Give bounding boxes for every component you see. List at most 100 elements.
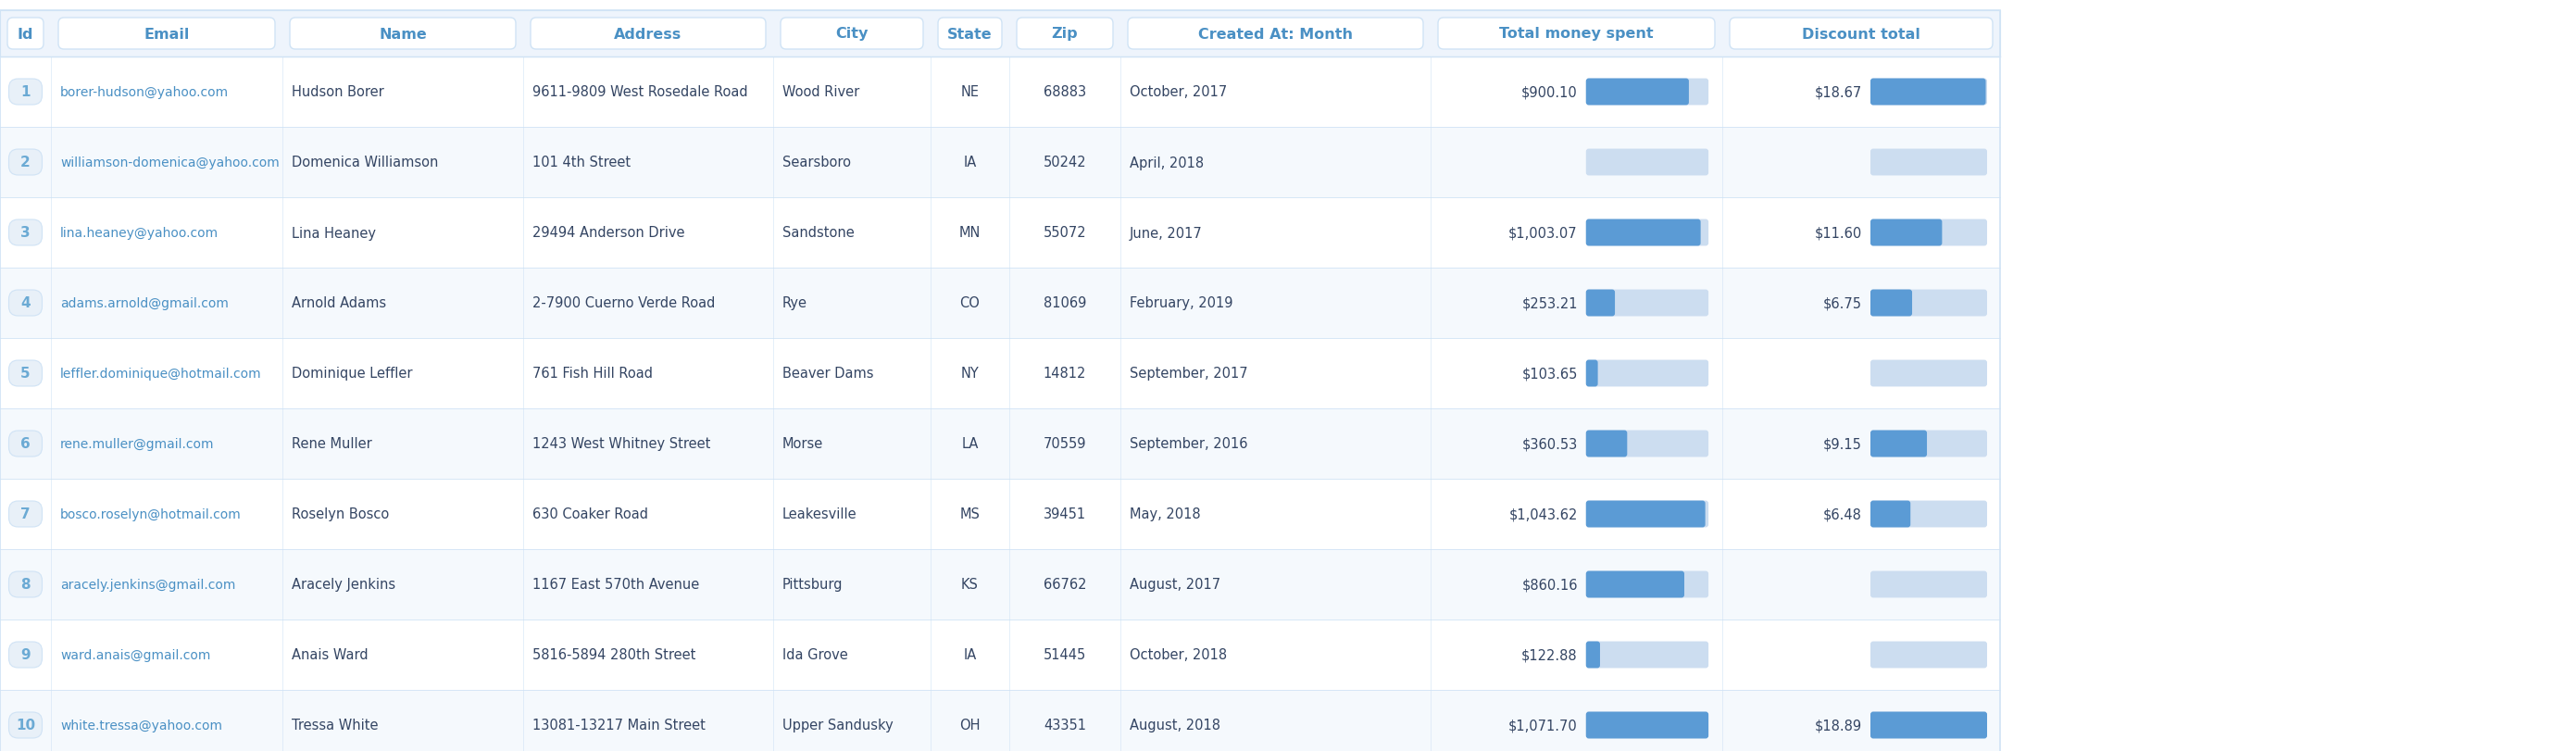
Text: 8: 8 bbox=[21, 578, 31, 592]
FancyBboxPatch shape bbox=[1870, 641, 1986, 668]
FancyBboxPatch shape bbox=[59, 19, 276, 50]
Text: $18.89: $18.89 bbox=[1814, 718, 1862, 732]
Text: 3: 3 bbox=[21, 226, 31, 240]
Text: Pittsburg: Pittsburg bbox=[783, 578, 842, 592]
Text: 2: 2 bbox=[21, 156, 31, 170]
Text: Sandstone: Sandstone bbox=[783, 226, 855, 240]
Text: Ida Grove: Ida Grove bbox=[783, 648, 848, 662]
FancyBboxPatch shape bbox=[1870, 501, 1911, 528]
Text: lina.heaney@yahoo.com: lina.heaney@yahoo.com bbox=[59, 227, 219, 240]
Text: August, 2018: August, 2018 bbox=[1131, 718, 1221, 732]
FancyBboxPatch shape bbox=[1437, 19, 1716, 50]
FancyBboxPatch shape bbox=[1870, 501, 1986, 528]
FancyBboxPatch shape bbox=[8, 431, 41, 457]
Text: 66762: 66762 bbox=[1043, 578, 1087, 592]
Text: Rye: Rye bbox=[783, 297, 806, 310]
Bar bbox=[0, 11, 1999, 751]
FancyBboxPatch shape bbox=[1870, 430, 1927, 457]
Text: $860.16: $860.16 bbox=[1522, 578, 1577, 592]
Text: $18.67: $18.67 bbox=[1814, 86, 1862, 99]
Text: Id: Id bbox=[18, 27, 33, 41]
Text: 13081-13217 Main Street: 13081-13217 Main Street bbox=[533, 718, 706, 732]
Text: May, 2018: May, 2018 bbox=[1131, 507, 1200, 521]
Text: IA: IA bbox=[963, 648, 976, 662]
FancyBboxPatch shape bbox=[938, 19, 1002, 50]
Bar bbox=[0, 268, 1999, 339]
Text: NY: NY bbox=[961, 366, 979, 381]
FancyBboxPatch shape bbox=[8, 80, 41, 105]
FancyBboxPatch shape bbox=[1587, 430, 1628, 457]
Text: 14812: 14812 bbox=[1043, 366, 1087, 381]
Text: 81069: 81069 bbox=[1043, 297, 1087, 310]
Text: Leakesville: Leakesville bbox=[783, 507, 858, 521]
Text: 761 Fish Hill Road: 761 Fish Hill Road bbox=[533, 366, 652, 381]
Text: Upper Sandusky: Upper Sandusky bbox=[783, 718, 894, 732]
Text: OH: OH bbox=[958, 718, 981, 732]
Text: 1243 West Whitney Street: 1243 West Whitney Street bbox=[533, 437, 711, 451]
Text: Hudson Borer: Hudson Borer bbox=[291, 86, 384, 99]
FancyBboxPatch shape bbox=[1728, 19, 1994, 50]
FancyBboxPatch shape bbox=[8, 150, 41, 176]
Text: bosco.roselyn@hotmail.com: bosco.roselyn@hotmail.com bbox=[59, 508, 242, 520]
Bar bbox=[0, 690, 1999, 751]
Text: williamson-domenica@yahoo.com: williamson-domenica@yahoo.com bbox=[59, 156, 278, 169]
FancyBboxPatch shape bbox=[1587, 501, 1708, 528]
Text: 4: 4 bbox=[21, 297, 31, 310]
Bar bbox=[0, 339, 1999, 409]
Text: February, 2019: February, 2019 bbox=[1131, 297, 1234, 310]
FancyBboxPatch shape bbox=[1870, 712, 1986, 738]
Text: $1,071.70: $1,071.70 bbox=[1510, 718, 1577, 732]
Text: $900.10: $900.10 bbox=[1522, 86, 1577, 99]
Text: MS: MS bbox=[961, 507, 979, 521]
Text: Searsboro: Searsboro bbox=[783, 156, 850, 170]
FancyBboxPatch shape bbox=[1587, 360, 1708, 387]
Text: April, 2018: April, 2018 bbox=[1131, 156, 1203, 170]
Text: Wood River: Wood River bbox=[783, 86, 860, 99]
FancyBboxPatch shape bbox=[1587, 430, 1708, 457]
FancyBboxPatch shape bbox=[1587, 641, 1600, 668]
FancyBboxPatch shape bbox=[1587, 712, 1708, 738]
Text: KS: KS bbox=[961, 578, 979, 592]
Text: $122.88: $122.88 bbox=[1522, 648, 1577, 662]
Text: white.tressa@yahoo.com: white.tressa@yahoo.com bbox=[59, 719, 222, 731]
Text: Zip: Zip bbox=[1051, 27, 1079, 41]
Text: $103.65: $103.65 bbox=[1522, 366, 1577, 381]
FancyBboxPatch shape bbox=[1870, 360, 1986, 387]
FancyBboxPatch shape bbox=[1018, 19, 1113, 50]
Text: 70559: 70559 bbox=[1043, 437, 1087, 451]
Text: $6.48: $6.48 bbox=[1824, 507, 1862, 521]
FancyBboxPatch shape bbox=[531, 19, 765, 50]
Text: borer-hudson@yahoo.com: borer-hudson@yahoo.com bbox=[59, 86, 229, 99]
Text: IA: IA bbox=[963, 156, 976, 170]
Text: Beaver Dams: Beaver Dams bbox=[783, 366, 873, 381]
FancyBboxPatch shape bbox=[1587, 220, 1700, 246]
Text: September, 2016: September, 2016 bbox=[1131, 437, 1247, 451]
Text: $253.21: $253.21 bbox=[1522, 297, 1577, 310]
FancyBboxPatch shape bbox=[1870, 290, 1986, 317]
Text: 55072: 55072 bbox=[1043, 226, 1087, 240]
FancyBboxPatch shape bbox=[1587, 149, 1708, 176]
FancyBboxPatch shape bbox=[1870, 149, 1986, 176]
Bar bbox=[0, 550, 1999, 620]
Bar bbox=[0, 11, 1999, 57]
Text: Name: Name bbox=[379, 27, 428, 41]
Text: leffler.dominique@hotmail.com: leffler.dominique@hotmail.com bbox=[59, 367, 263, 380]
FancyBboxPatch shape bbox=[1587, 360, 1597, 387]
FancyBboxPatch shape bbox=[1870, 220, 1942, 246]
FancyBboxPatch shape bbox=[1870, 79, 1986, 106]
Text: 43351: 43351 bbox=[1043, 718, 1087, 732]
Text: 101 4th Street: 101 4th Street bbox=[533, 156, 631, 170]
FancyBboxPatch shape bbox=[1870, 79, 1986, 106]
Text: 50242: 50242 bbox=[1043, 156, 1087, 170]
Text: October, 2017: October, 2017 bbox=[1131, 86, 1226, 99]
Text: 7: 7 bbox=[21, 507, 31, 521]
Text: Dominique Leffler: Dominique Leffler bbox=[291, 366, 412, 381]
Text: $6.75: $6.75 bbox=[1824, 297, 1862, 310]
FancyBboxPatch shape bbox=[1587, 220, 1708, 246]
Text: Total money spent: Total money spent bbox=[1499, 27, 1654, 41]
Text: 10: 10 bbox=[15, 718, 36, 732]
Text: City: City bbox=[835, 27, 868, 41]
Bar bbox=[0, 57, 1999, 128]
FancyBboxPatch shape bbox=[1587, 641, 1708, 668]
Text: $360.53: $360.53 bbox=[1522, 437, 1577, 451]
